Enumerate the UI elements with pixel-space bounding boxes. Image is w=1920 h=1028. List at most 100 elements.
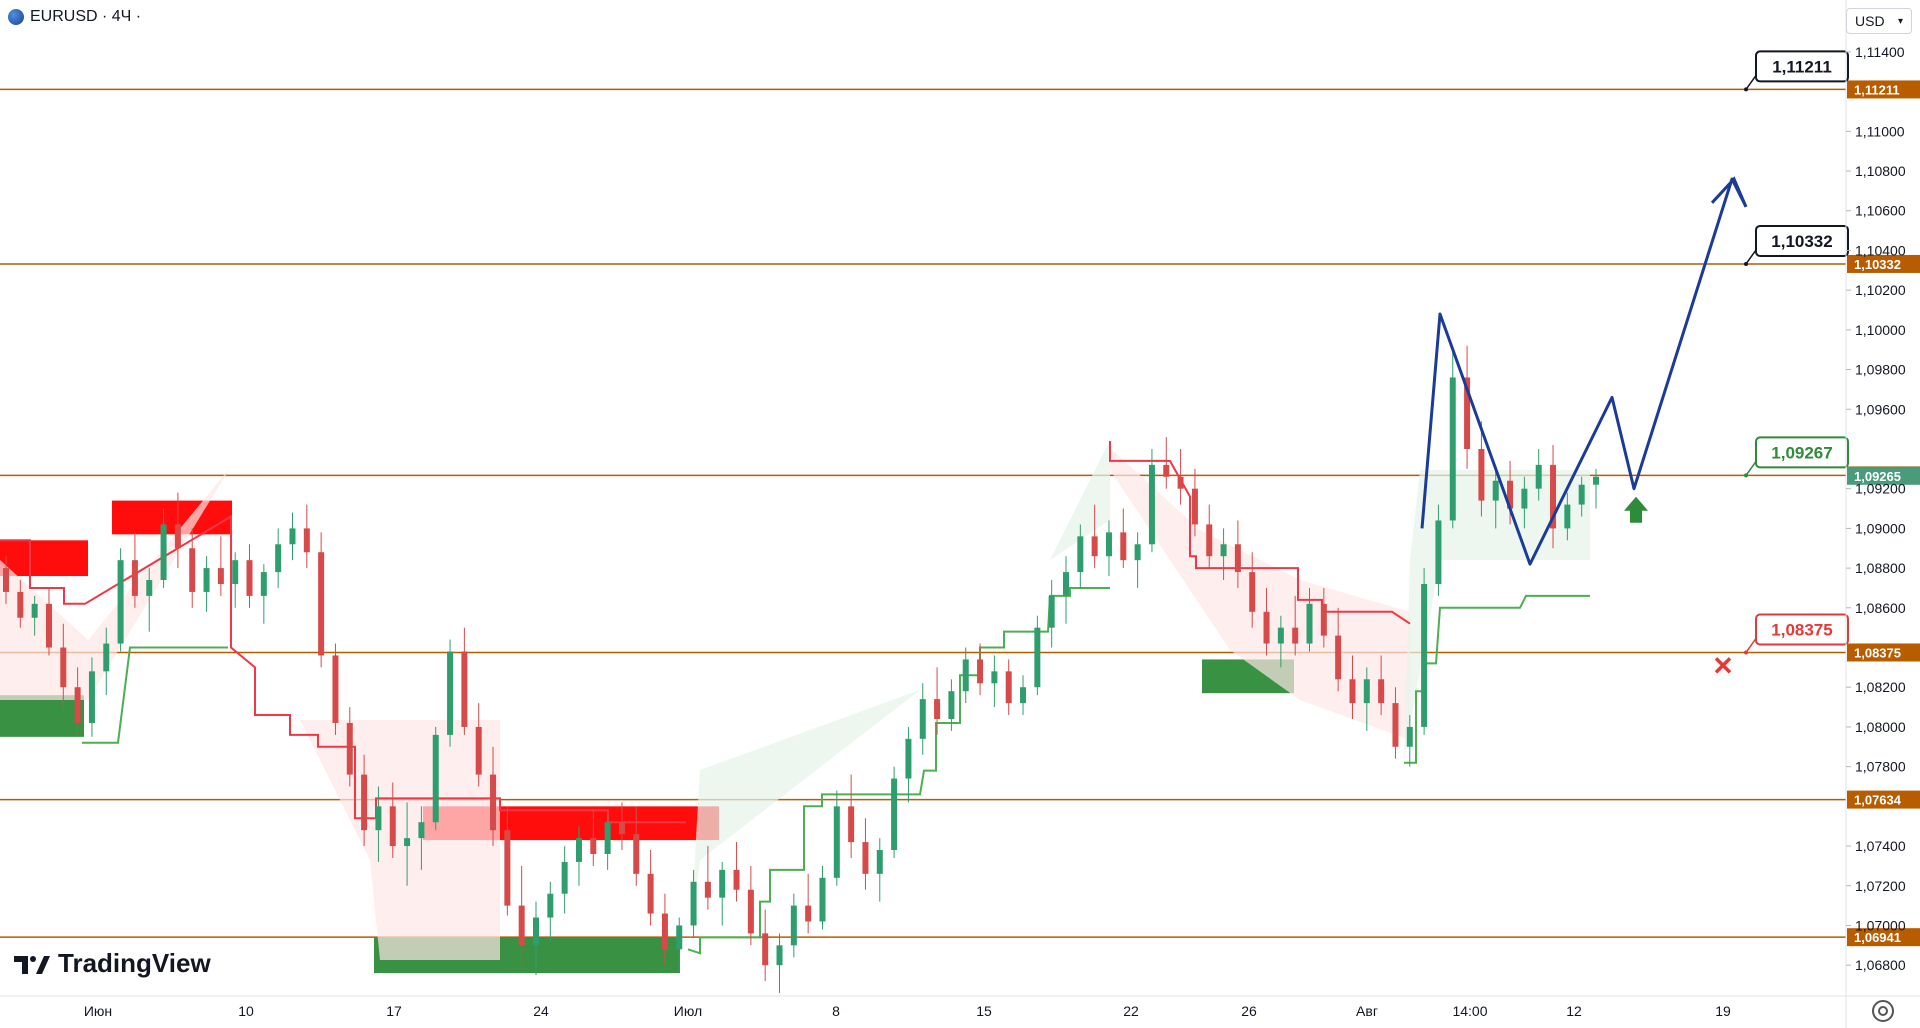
candle-body [962, 659, 969, 692]
y-tick-label: 1,06800 [1855, 957, 1906, 973]
symbol-header[interactable]: EURUSD · 4Ч · [8, 8, 141, 26]
symbol-label: EURUSD · 4Ч · [30, 8, 142, 25]
currency-select[interactable]: USD ▾ [1846, 8, 1912, 34]
candle-body [504, 830, 511, 906]
bearish-fill-area [1110, 448, 1410, 740]
candle-body [1507, 480, 1514, 509]
x-tick-label: 15 [976, 1003, 992, 1019]
candle-body [1392, 703, 1399, 747]
candle-body [246, 560, 253, 596]
price-level-tag [1847, 643, 1920, 662]
candle-body [547, 893, 554, 918]
candle-body [232, 560, 239, 584]
candle-body [1077, 536, 1084, 573]
candle-body [17, 591, 24, 618]
y-tick-label: 1,07200 [1855, 878, 1906, 894]
candle-body [676, 925, 683, 950]
bullish-fill-area [1404, 470, 1590, 760]
candle-body [45, 603, 52, 648]
candle-body [762, 933, 769, 966]
candle-body [60, 647, 67, 688]
price-level-tag [1847, 928, 1920, 947]
candle-body [604, 822, 611, 854]
price-level-tag-label: 1,06941 [1854, 930, 1901, 945]
price-level-tag-label: 1,09265 [1854, 469, 1901, 484]
price-level-tag [1847, 466, 1920, 485]
callout-label: 1,11211 [1772, 57, 1832, 76]
supertrend-up-line [1404, 594, 1590, 764]
candle-body [1206, 524, 1213, 557]
chevron-down-icon: ▾ [1897, 15, 1903, 27]
y-tick-label: 1,09800 [1855, 362, 1906, 378]
candle-body [518, 905, 525, 946]
candle-body [1263, 611, 1270, 644]
candle-body [661, 913, 668, 950]
x-tick-label: 14:00 [1452, 1003, 1487, 1019]
candle-body [733, 869, 740, 890]
stop-cross-icon [1714, 657, 1732, 674]
candle-body [1020, 687, 1027, 704]
candle-body [719, 869, 726, 898]
candle-body [160, 524, 167, 581]
candle-body [1148, 464, 1155, 545]
y-tick-label: 1,10400 [1855, 242, 1906, 258]
candle-body [203, 568, 210, 592]
candle-body [375, 806, 382, 831]
candle-body [905, 738, 912, 779]
candle-body [819, 877, 826, 922]
candle-body [1120, 532, 1127, 561]
callout-label: 1,08375 [1771, 620, 1832, 639]
callout-leader [1745, 460, 1757, 476]
candle-body [3, 568, 9, 592]
candle-body [74, 687, 81, 723]
callout-box [1755, 50, 1849, 83]
supply-zone [112, 500, 232, 535]
price-level-tag [1847, 80, 1920, 99]
candle-body [275, 544, 282, 573]
y-tick-label: 1,08800 [1855, 560, 1906, 576]
candle-body [934, 699, 941, 719]
candle-body [1449, 377, 1456, 521]
candle-body [919, 699, 926, 739]
callout-label: 1,09267 [1771, 443, 1832, 462]
candle-body [948, 691, 955, 719]
candle-body [1048, 595, 1055, 628]
candle-body [1177, 476, 1184, 489]
candle-body [332, 655, 339, 723]
candle-body [174, 524, 181, 549]
candle-body [461, 651, 468, 727]
candle-body [189, 548, 196, 592]
buy-arrow-icon [1624, 496, 1648, 523]
candle-body [217, 568, 224, 584]
candle-body [633, 834, 640, 874]
x-tick-label: 8 [832, 1003, 840, 1019]
candle-body [575, 838, 582, 862]
candle-body [447, 651, 454, 735]
x-tick-label: 24 [533, 1003, 549, 1019]
candle-body [475, 726, 482, 775]
candle-body [88, 671, 95, 723]
forecast-arrowhead [1710, 176, 1748, 208]
candle-body [1492, 480, 1499, 501]
candle-body [1220, 544, 1227, 557]
price-level-tag [1847, 254, 1920, 273]
y-tick-label: 1,10800 [1855, 163, 1906, 179]
candle-body [1564, 504, 1571, 529]
y-tick-label: 1,10000 [1855, 322, 1906, 338]
candle-body [31, 603, 38, 618]
y-tick-label: 1,08600 [1855, 600, 1906, 616]
supertrend-up-line [82, 646, 228, 744]
tradingview-logo-icon [14, 955, 50, 974]
price-level-tag [1847, 790, 1920, 809]
candle-body [561, 861, 568, 894]
settings-gear-icon[interactable] [1872, 1000, 1894, 1022]
candle-body [1292, 627, 1299, 644]
supertrend-down-line [0, 514, 686, 824]
candle-body [1363, 679, 1370, 704]
candle-body [618, 822, 625, 835]
x-tick-label: Июн [84, 1003, 112, 1019]
candle-body [790, 905, 797, 946]
candle-body [533, 917, 539, 946]
y-tick-label: 1,11000 [1855, 123, 1905, 139]
